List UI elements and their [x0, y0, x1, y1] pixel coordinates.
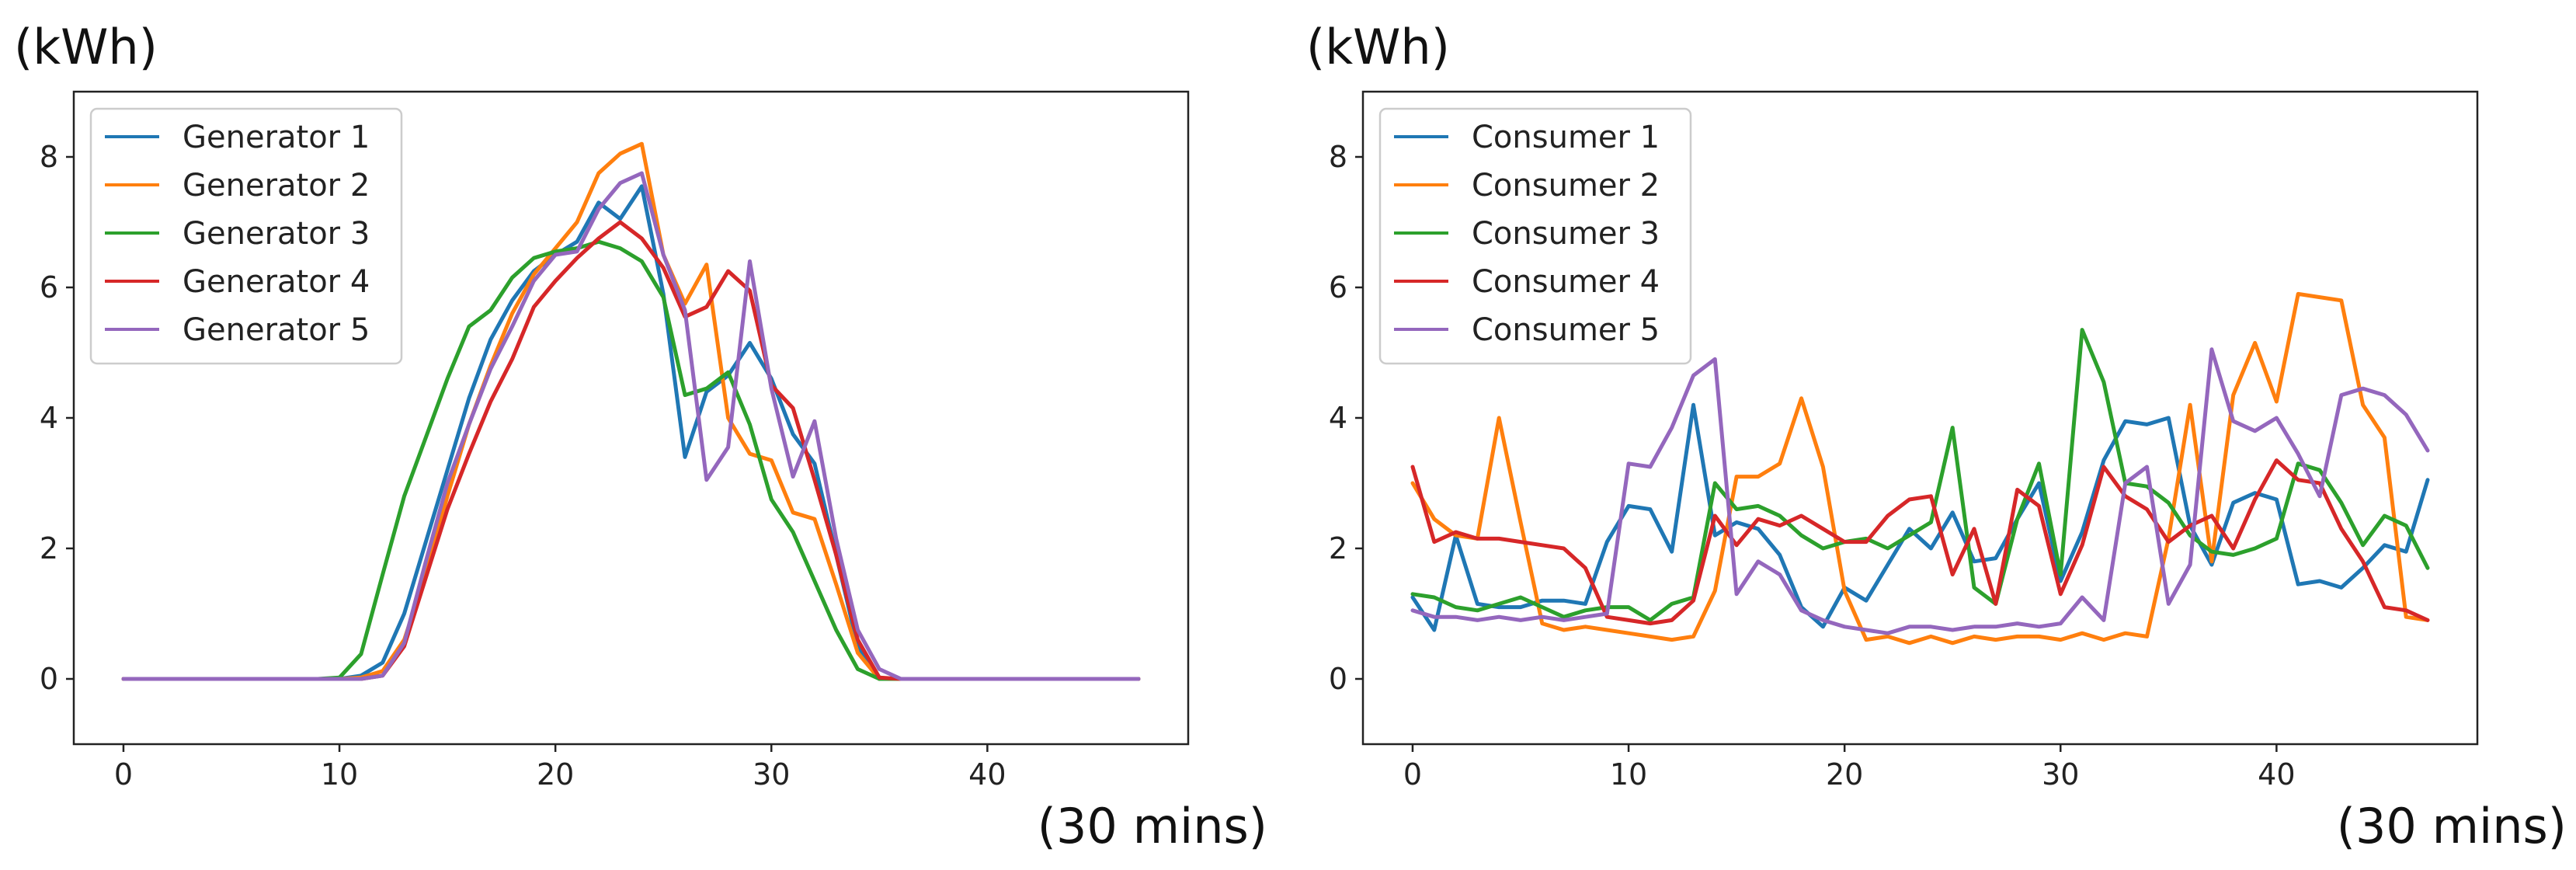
chart2-series-line-5: [1410, 347, 2430, 635]
chart2-ylabel: (kWh): [1306, 19, 1450, 75]
chart1-legend-label: Generator 2: [183, 168, 370, 204]
chart2-legend: Consumer 1 Consumer 2 Consumer 3 Consumer 4…: [1378, 107, 1692, 365]
chart2-series-line-4: [1410, 458, 2430, 626]
chart1-legend-box: [89, 107, 403, 365]
chart2-legend-label: Consumer 2: [1472, 168, 1660, 204]
chart1-xtick-label: 40: [968, 757, 1006, 792]
chart2-series-line-3: [1410, 328, 2430, 622]
chart1-series-line-5: [121, 171, 1141, 681]
chart2-legend-label: Consumer 4: [1472, 264, 1660, 300]
chart2-xtick-label: 20: [1826, 757, 1863, 792]
chart2-ytick-label: 6: [1329, 270, 1347, 304]
chart1-legend-label: Generator 5: [183, 312, 370, 348]
chart1-ytick-label: 4: [40, 401, 58, 435]
chart2-ytick-label: 0: [1329, 662, 1347, 696]
chart1-ytick-label: 8: [40, 140, 58, 174]
chart1-xtick-label: 20: [537, 757, 574, 792]
chart1-xtick-label: 30: [753, 757, 790, 792]
chart2-legend-box: [1378, 107, 1692, 365]
chart2-series-line-2: [1410, 291, 2430, 646]
chart1-legend-label: Generator 4: [183, 264, 370, 300]
chart2-ytick-label: 2: [1329, 531, 1347, 566]
chart2-xlabel: (30 mins): [2337, 798, 2567, 854]
chart2-ytick-label: 4: [1329, 401, 1347, 435]
chart2-legend-label: Consumer 5: [1472, 312, 1660, 348]
chart1-ytick-label: 2: [40, 531, 58, 566]
chart2-xtick-label: 40: [2258, 757, 2295, 792]
chart1-xtick-label: 10: [321, 757, 358, 792]
chart1-legend-label: Generator 3: [183, 216, 370, 252]
chart2-series-line-1: [1410, 402, 2430, 632]
chart2-legend-label: Consumer 3: [1472, 216, 1660, 252]
chart1-ytick-label: 0: [40, 662, 58, 696]
chart1-legend: Generator 1 Generator 2 Generator 3 Generat…: [89, 107, 403, 365]
chart2-xtick-label: 10: [1610, 757, 1647, 792]
chart1-ylabel: (kWh): [14, 19, 158, 75]
chart1-ytick-label: 6: [40, 270, 58, 304]
chart2-xtick-label: 0: [1403, 757, 1422, 792]
chart2-ytick-label: 8: [1329, 140, 1347, 174]
chart1-legend-label: Generator 1: [183, 120, 370, 155]
chart1-xtick-label: 0: [114, 757, 133, 792]
chart1-xlabel: (30 mins): [1038, 798, 1267, 854]
chart2-xtick-label: 30: [2042, 757, 2079, 792]
chart2-legend-label: Consumer 1: [1472, 120, 1660, 155]
